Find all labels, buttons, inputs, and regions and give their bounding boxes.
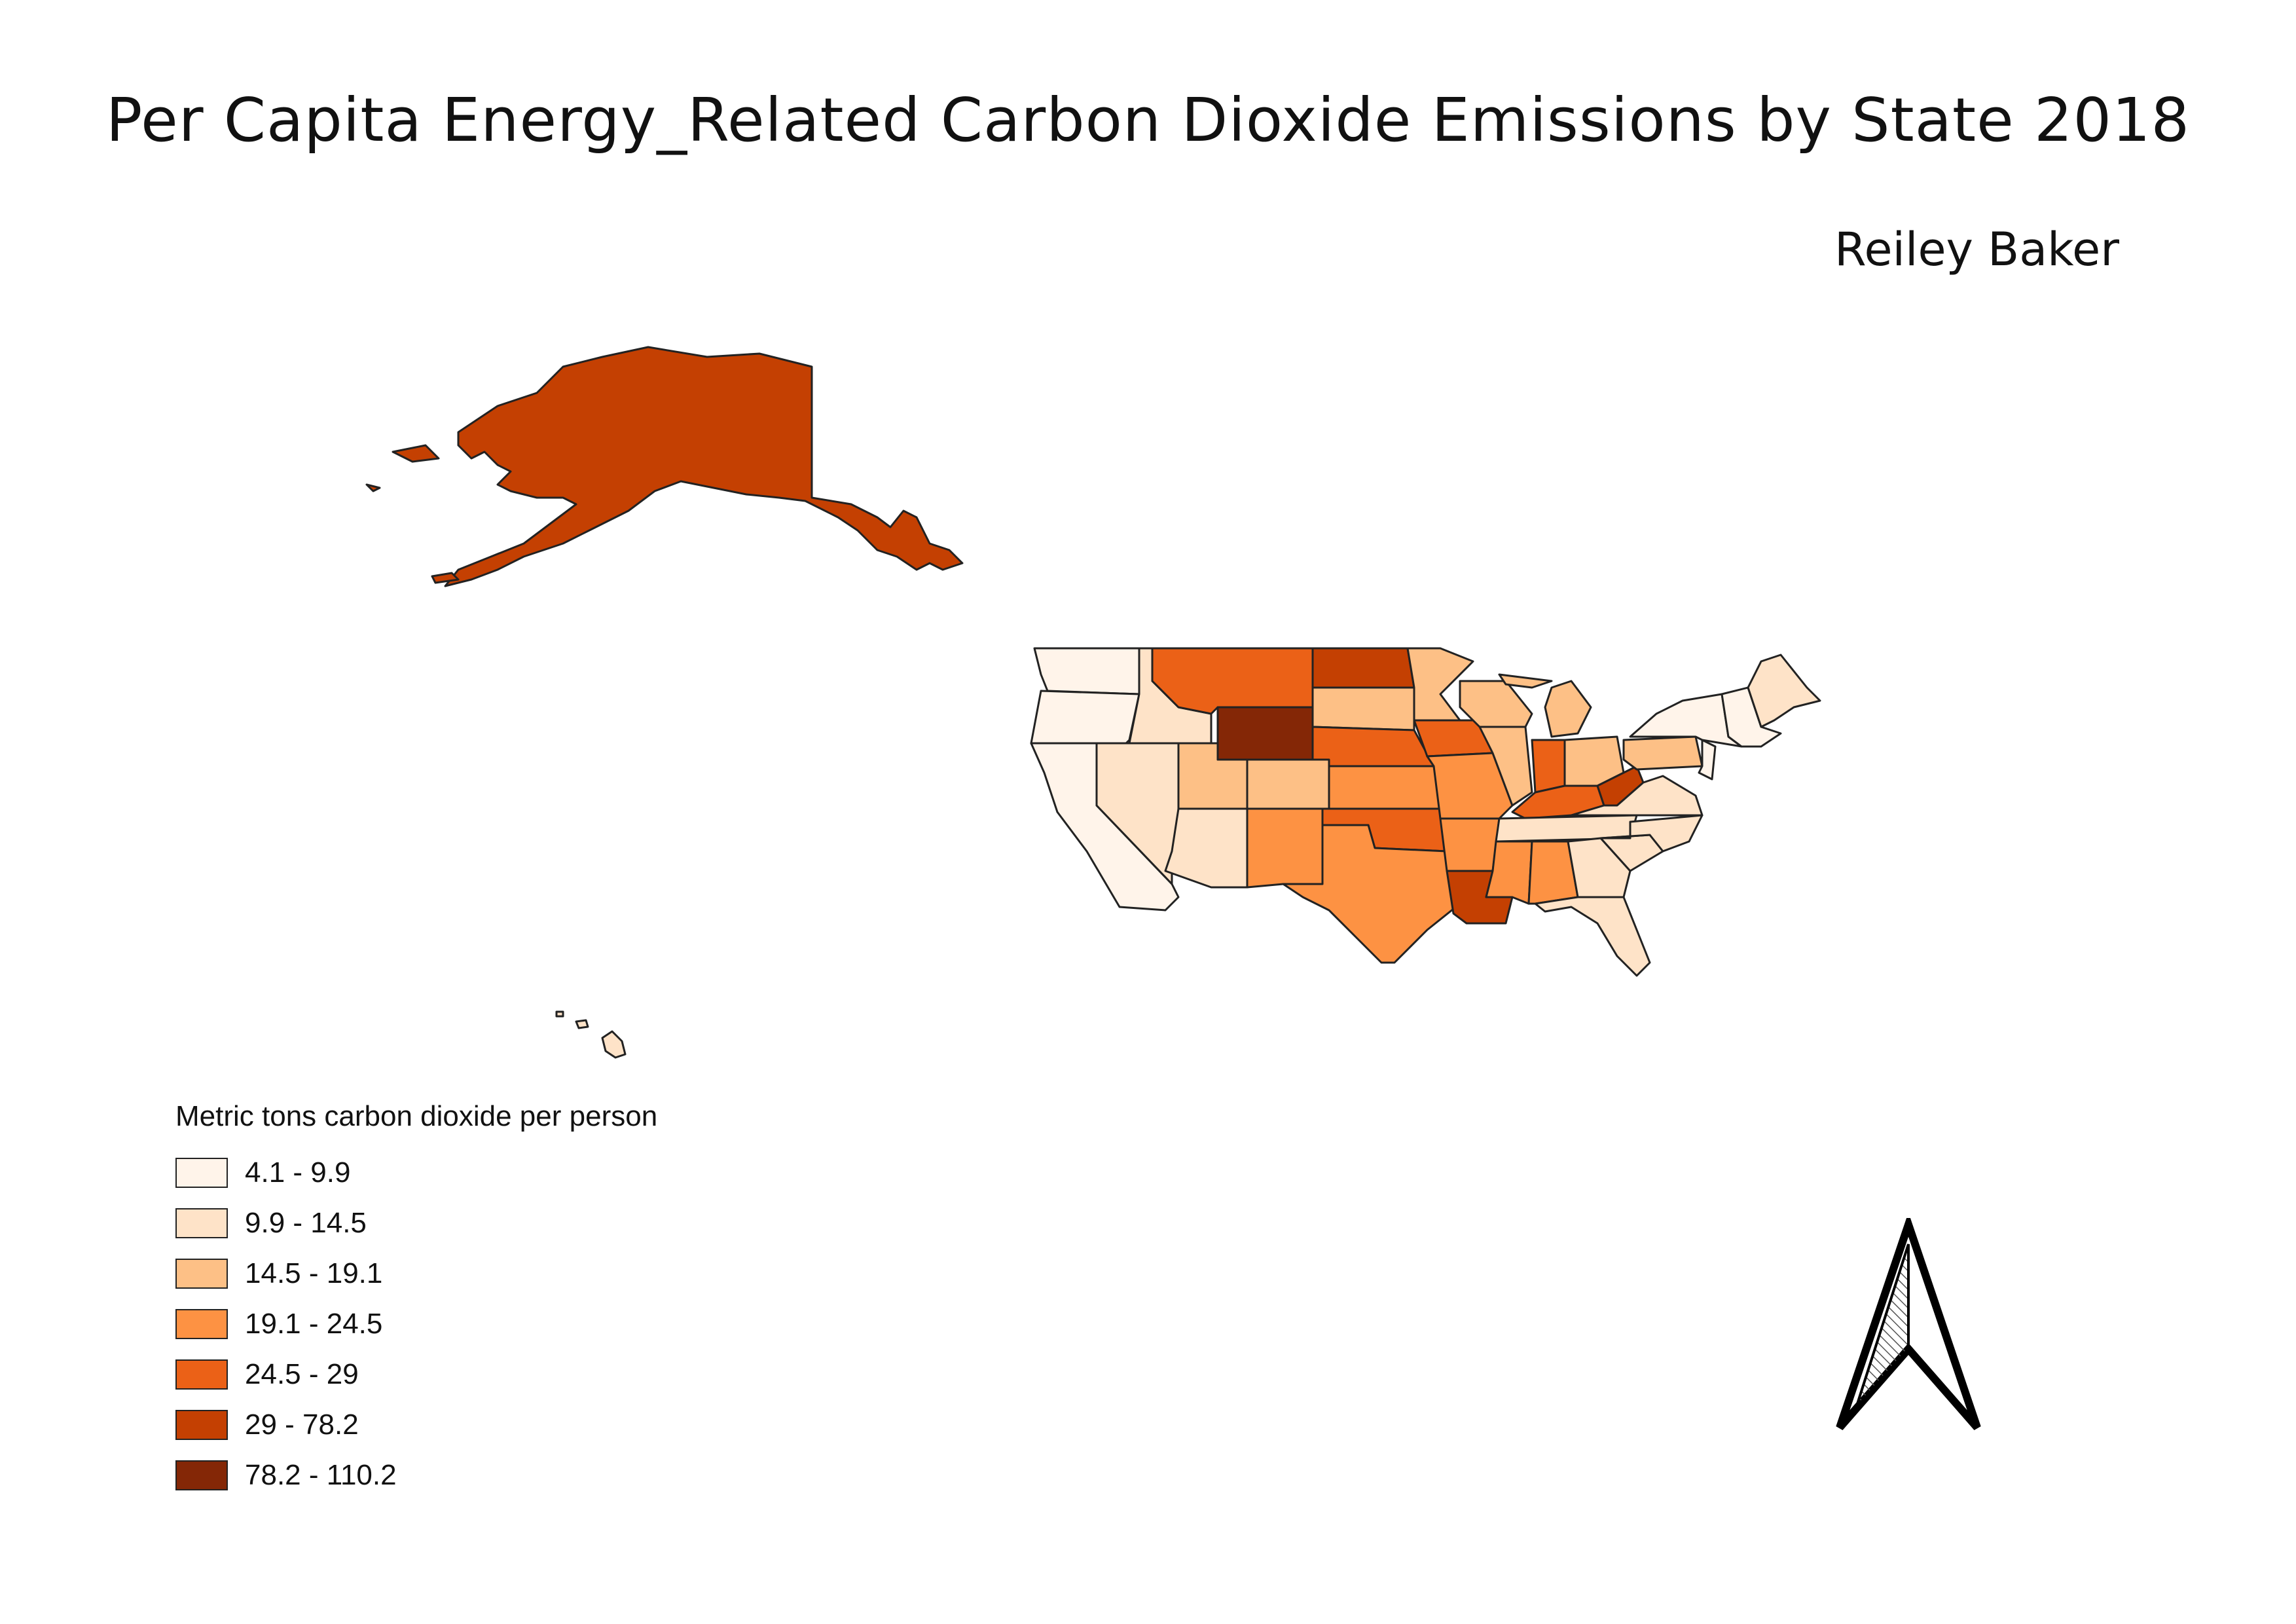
legend-item: 29 - 78.2 — [175, 1399, 657, 1450]
state-north-dakota — [1311, 647, 1415, 689]
state-arkansas — [1439, 817, 1501, 872]
state-south-dakota — [1311, 686, 1415, 731]
state-new-mexico — [1246, 807, 1324, 889]
north-arrow-icon — [1836, 1218, 1981, 1430]
state-texas — [1282, 824, 1461, 964]
legend-label: 29 - 78.2 — [245, 1408, 359, 1441]
legend-swatch — [175, 1258, 228, 1289]
legend-label: 78.2 - 110.2 — [245, 1458, 397, 1491]
state-pennsylvania — [1622, 735, 1704, 771]
state-nebraska — [1311, 726, 1435, 767]
legend-label: 14.5 - 19.1 — [245, 1257, 383, 1289]
state-wyoming — [1216, 706, 1314, 761]
legend-item: 4.1 - 9.9 — [175, 1147, 657, 1198]
legend-label: 4.1 - 9.9 — [245, 1156, 351, 1189]
state-virginia — [1570, 775, 1704, 817]
legend-swatch — [175, 1409, 228, 1440]
state-washington — [1033, 647, 1140, 695]
state-maine — [1747, 654, 1821, 728]
state-michigan — [1498, 673, 1592, 738]
state-minnesota — [1406, 647, 1474, 722]
legend-label: 9.9 - 14.5 — [245, 1206, 367, 1239]
legend-item: 9.9 - 14.5 — [175, 1198, 657, 1248]
legend-title: Metric tons carbon dioxide per person — [175, 1100, 658, 1132]
state-north-carolina — [1599, 814, 1704, 853]
state-arizona — [1164, 807, 1248, 889]
state-illinois — [1478, 726, 1533, 807]
state-alaska-islands — [365, 444, 460, 584]
legend-swatch — [175, 1460, 228, 1490]
legend-swatch — [175, 1308, 228, 1339]
state-alaska — [444, 346, 964, 587]
state-montana — [1151, 647, 1314, 715]
state-oregon — [1030, 690, 1140, 745]
legend-item: 14.5 - 19.1 — [175, 1248, 657, 1299]
legend-item: 19.1 - 24.5 — [175, 1299, 657, 1349]
state-kansas — [1328, 765, 1442, 810]
legend-swatch — [175, 1157, 228, 1188]
state-hawaii — [555, 1010, 627, 1059]
state-colorado — [1246, 758, 1330, 810]
state-georgia — [1567, 837, 1631, 898]
legend-label: 19.1 - 24.5 — [245, 1307, 383, 1340]
state-florida — [1534, 896, 1651, 977]
author-name: Reiley Baker — [1834, 223, 2119, 276]
legend-item: 24.5 - 29 — [175, 1349, 657, 1399]
legend-swatch — [175, 1208, 228, 1238]
legend-item: 78.2 - 110.2 — [175, 1450, 657, 1500]
legend-swatch — [175, 1359, 228, 1390]
map-legend: Metric tons carbon dioxide per person 4.… — [175, 1100, 657, 1500]
legend-label: 24.5 - 29 — [245, 1357, 359, 1390]
state-mid-atlantic — [1698, 739, 1717, 781]
state-indiana — [1531, 739, 1566, 794]
map-title: Per Capita Energy_Related Carbon Dioxide… — [105, 85, 2191, 155]
